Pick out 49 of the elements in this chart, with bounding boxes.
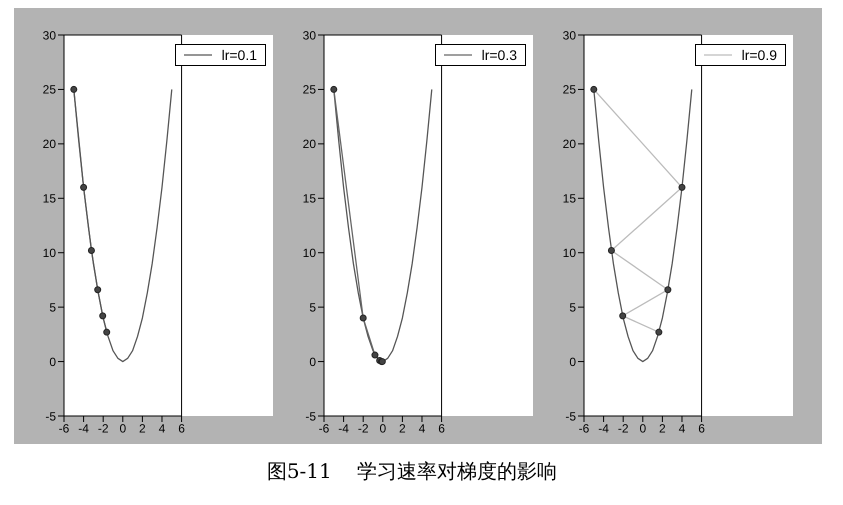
x-tick-label: -2 [98,422,109,436]
caption: 图5-11 学习速率对梯度的影响 [266,458,558,485]
x-tick-label: -6 [318,422,330,436]
y-tick-label: 15 [302,192,316,206]
y-tick-label: 15 [562,192,576,206]
x-tick-label: 2 [399,422,406,436]
x-tick-label: 0 [379,422,386,436]
y-tick-label: 5 [309,300,316,314]
x-tick-label: 0 [119,422,126,436]
legend-label: lr=0.9 [742,47,777,63]
y-tick-label: 20 [302,137,316,152]
x-tick-label: -6 [578,422,590,436]
x-tick-label: 0 [639,422,646,436]
x-tick-label: 4 [678,422,686,436]
y-tick-label: 5 [569,300,576,314]
y-tick-label: 5 [49,300,56,314]
x-tick-label: -4 [598,422,610,436]
x-tick-label: -6 [58,422,70,436]
x-tick-label: 6 [178,422,186,436]
y-tick-label: 10 [562,246,576,260]
legend-label: lr=0.1 [222,47,257,63]
x-tick-label: -4 [78,422,90,436]
legend-label: lr=0.3 [482,47,517,63]
y-tick-label: 30 [302,28,316,42]
x-tick-label: 2 [139,422,146,436]
x-tick-label: 6 [438,422,446,436]
x-tick-label: 4 [158,422,166,436]
y-tick-label: -5 [305,409,316,424]
y-tick-label: 30 [42,28,56,42]
x-tick-label: -2 [358,422,369,436]
y-tick-label: 10 [302,246,316,260]
x-tick-label: -4 [338,422,350,436]
y-tick-label: -5 [565,409,576,424]
y-tick-label: 20 [42,137,56,152]
y-tick-label: 25 [302,82,316,97]
y-tick-label: 0 [309,354,316,369]
y-tick-label: 25 [562,82,576,97]
y-tick-label: 20 [562,137,576,152]
x-tick-label: -2 [618,422,629,436]
y-tick-label: 0 [49,354,56,369]
y-tick-label: 10 [42,246,56,260]
x-tick-label: 6 [698,422,706,436]
x-tick-label: 4 [418,422,426,436]
y-tick-label: -5 [45,409,56,424]
y-tick-label: 15 [42,192,56,206]
y-tick-label: 30 [562,28,576,42]
x-tick-label: 2 [659,422,666,436]
y-tick-label: 0 [569,354,576,369]
y-tick-label: 25 [42,82,56,97]
